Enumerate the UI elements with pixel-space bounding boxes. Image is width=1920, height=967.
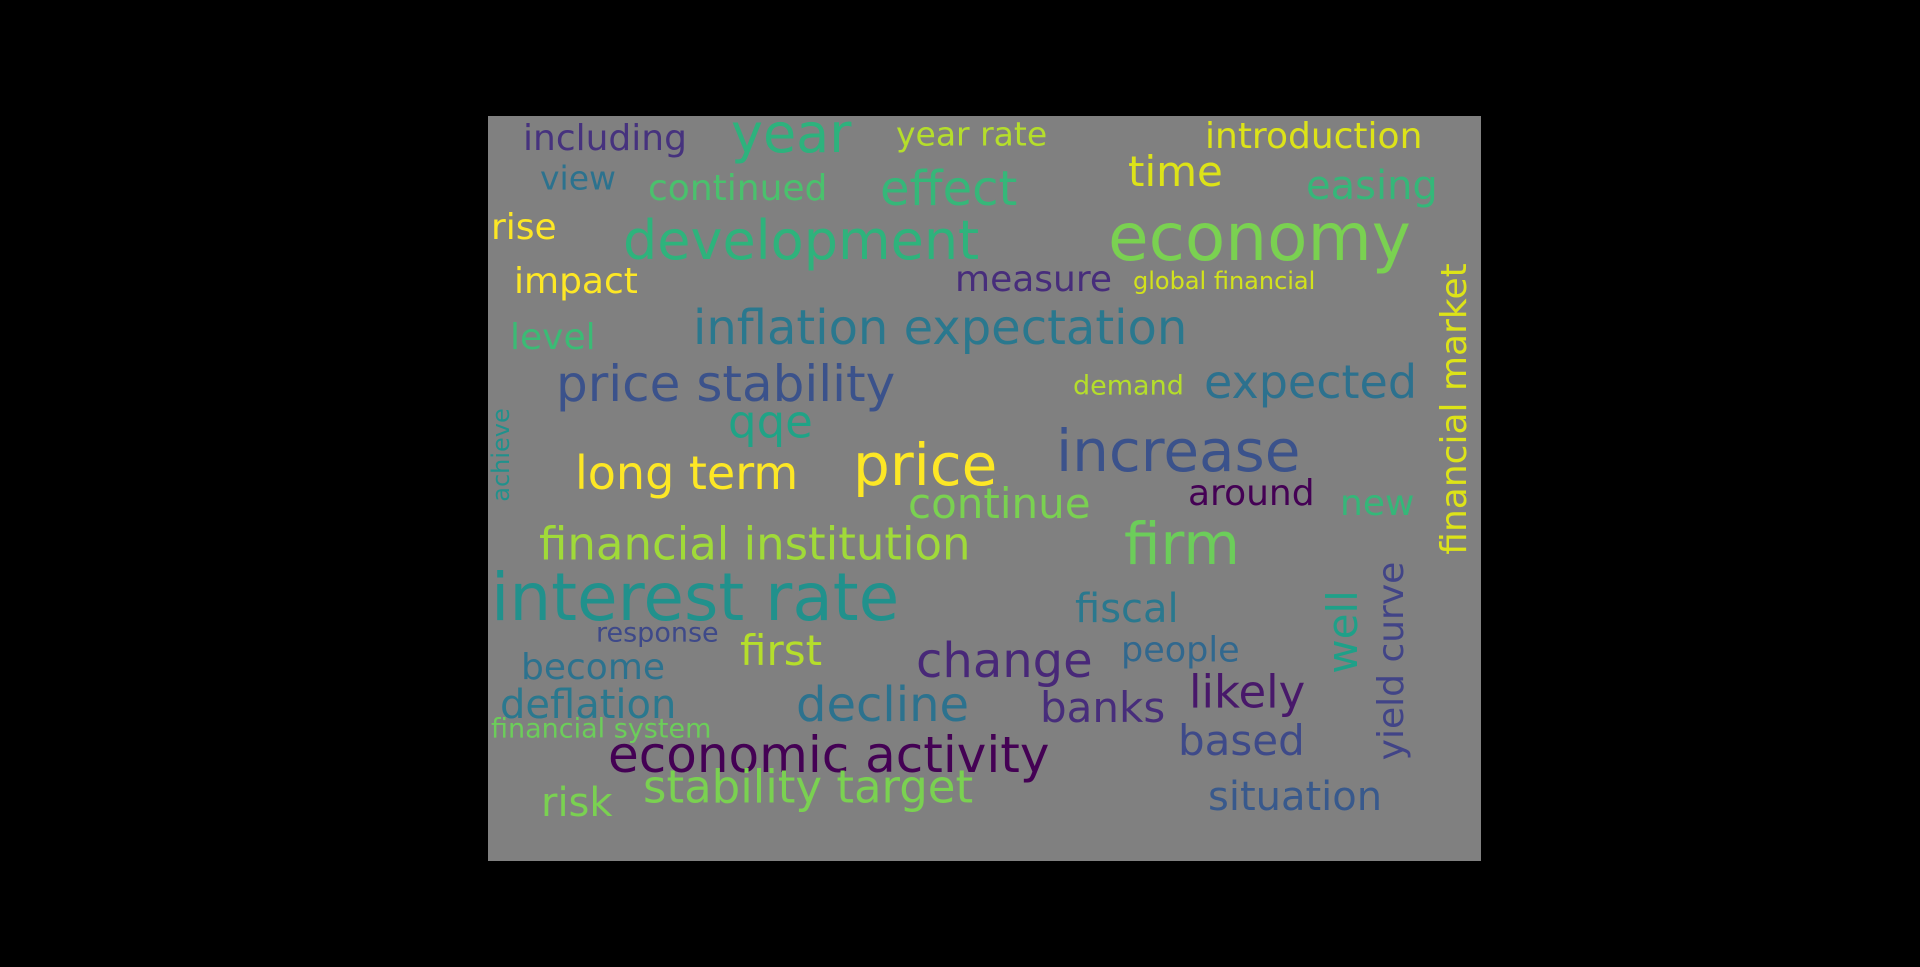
word-continue: continue (908, 479, 1091, 528)
word-time: time (1128, 147, 1223, 196)
word-decline: decline (796, 677, 970, 733)
word-financial-market: financial market (1434, 263, 1475, 555)
word-effect: effect (880, 161, 1018, 217)
word-financial-institution: financial institution (539, 517, 971, 571)
word-become: become (521, 647, 666, 688)
word-including: including (523, 118, 687, 159)
word-economic-activity: economic activity (608, 726, 1050, 784)
word-risk: risk (541, 780, 613, 826)
word-around: around (1188, 473, 1315, 514)
word-people: people (1121, 630, 1240, 671)
word-continued: continued (648, 168, 828, 209)
word-price: price (853, 431, 998, 499)
word-cloud: including year year rate introduction view co… (488, 116, 1481, 861)
word-deflation: deflation (500, 682, 677, 728)
word-situation: situation (1208, 774, 1383, 820)
word-response: response (596, 617, 719, 649)
word-development: development (623, 209, 980, 272)
word-impact: impact (514, 261, 638, 302)
word-financial-system: financial system (491, 713, 712, 745)
word-easing: easing (1306, 163, 1438, 209)
word-measure: measure (955, 259, 1113, 300)
word-price-stability: price stability (556, 355, 896, 413)
word-change: change (916, 633, 1093, 689)
word-stability-target: stability target (643, 760, 974, 814)
word-firm: firm (1124, 510, 1240, 578)
word-year: year (731, 116, 852, 165)
word-economy: economy (1108, 199, 1411, 276)
word-rise: rise (491, 207, 557, 248)
word-fiscal: fiscal (1075, 586, 1179, 632)
word-interest-rate: interest rate (491, 559, 900, 636)
word-introduction: introduction (1205, 116, 1423, 157)
word-achieve: achieve (488, 408, 515, 502)
word-well: well (1318, 590, 1367, 674)
word-likely: likely (1189, 665, 1306, 719)
word-based: based (1178, 716, 1305, 765)
word-long-term: long term (575, 446, 799, 500)
word-new: new (1340, 483, 1415, 524)
word-view: view (540, 158, 616, 198)
word-year-rate: year rate (896, 116, 1048, 154)
word-yield-curve: yield curve (1371, 561, 1412, 761)
word-first: first (740, 626, 823, 675)
word-banks: banks (1040, 683, 1166, 732)
word-inflation-expectation: inflation expectation (693, 300, 1188, 356)
word-expected: expected (1204, 355, 1418, 409)
word-level: level (510, 317, 596, 358)
word-demand: demand (1073, 370, 1184, 402)
word-increase: increase (1056, 417, 1301, 485)
word-qqe: qqe (728, 395, 813, 449)
word-global-financial: global financial (1133, 267, 1316, 295)
